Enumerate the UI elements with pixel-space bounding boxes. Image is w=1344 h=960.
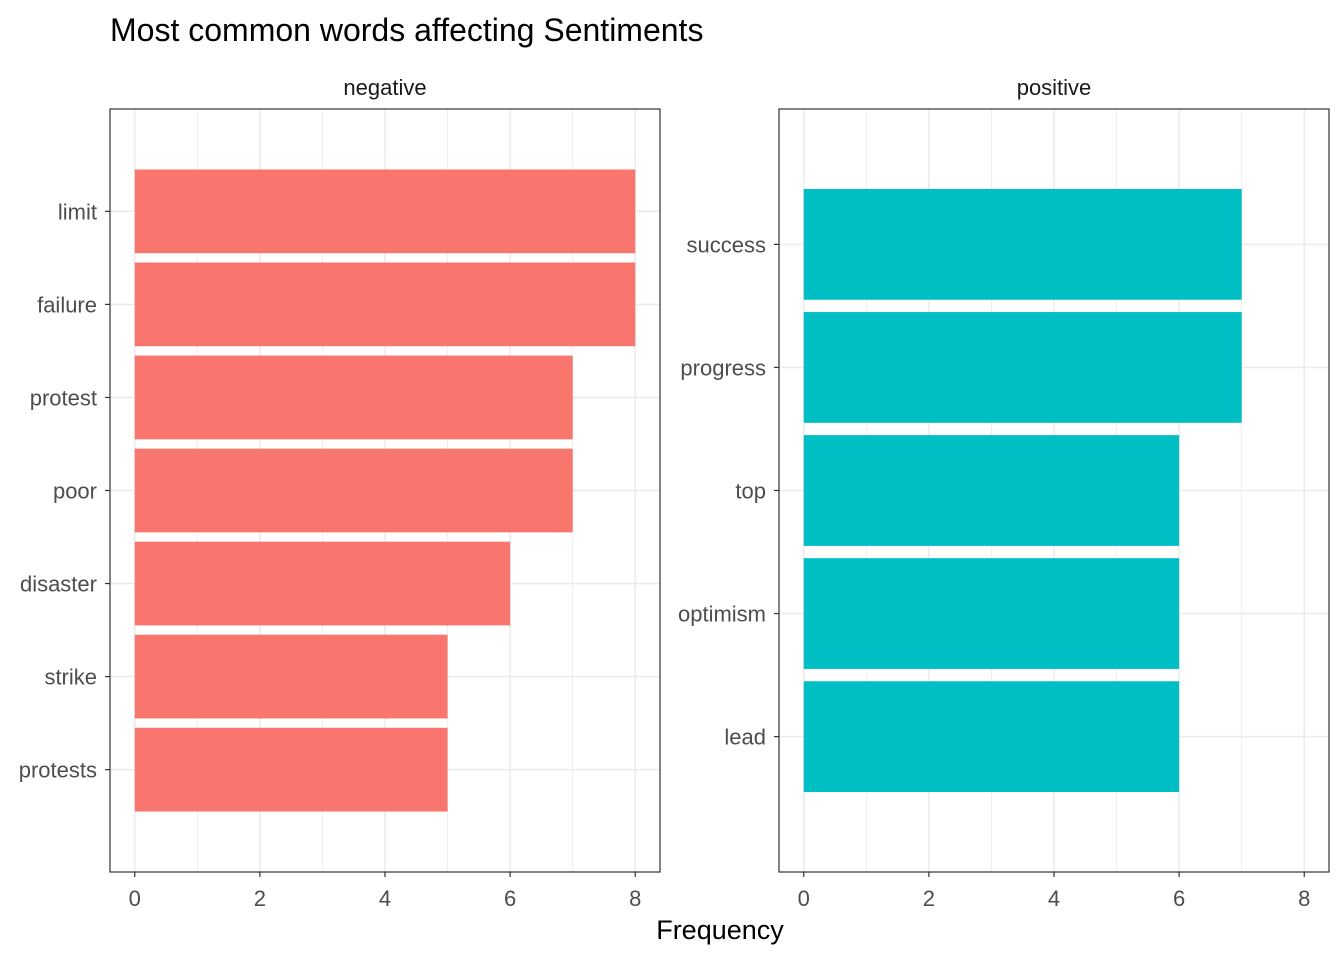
- bar-poor: [134, 448, 573, 533]
- x-tick-label: 2: [254, 886, 266, 911]
- x-tick-label: 8: [629, 886, 641, 911]
- bar-limit: [134, 169, 636, 254]
- category-label-protest: protest: [30, 385, 97, 410]
- x-tick-label: 4: [1048, 886, 1060, 911]
- bar-optimism: [803, 558, 1180, 669]
- category-label-lead: lead: [724, 725, 766, 750]
- x-tick-label: 8: [1298, 886, 1310, 911]
- facet-strip-label-negative: negative: [343, 75, 426, 100]
- bar-top: [803, 435, 1180, 546]
- x-tick-label: 6: [504, 886, 516, 911]
- x-tick-label: 0: [798, 886, 810, 911]
- category-label-failure: failure: [37, 292, 97, 317]
- bar-lead: [803, 681, 1180, 793]
- bar-protest: [134, 355, 573, 440]
- bar-strike: [134, 634, 448, 719]
- bar-success: [803, 188, 1242, 300]
- category-label-strike: strike: [44, 665, 97, 690]
- category-label-success: success: [687, 232, 766, 257]
- category-label-top: top: [735, 479, 766, 504]
- panel-positive: positive success progress top optimism lead 0 2…: [678, 75, 1330, 911]
- category-label-limit: limit: [58, 199, 97, 224]
- category-label-progress: progress: [680, 355, 766, 380]
- category-label-protests: protests: [19, 758, 97, 783]
- x-tick-label: 4: [379, 886, 391, 911]
- bar-progress: [803, 312, 1242, 423]
- category-label-disaster: disaster: [20, 572, 97, 597]
- x-tick-label: 0: [129, 886, 141, 911]
- x-tick-label: 6: [1173, 886, 1185, 911]
- x-tick-label: 2: [923, 886, 935, 911]
- facet-panels: negative limit failure protest poor disaster s…: [19, 75, 1330, 911]
- facet-strip-label-positive: positive: [1017, 75, 1092, 100]
- x-axis-title: Frequency: [656, 915, 784, 945]
- bar-failure: [134, 262, 636, 347]
- bar-disaster: [134, 541, 511, 626]
- category-label-optimism: optimism: [678, 602, 766, 627]
- panel-negative: negative limit failure protest poor disaster s…: [19, 75, 661, 911]
- category-label-poor: poor: [53, 479, 97, 504]
- chart-title: Most common words affecting Sentiments: [110, 12, 703, 48]
- bar-protests: [134, 727, 448, 812]
